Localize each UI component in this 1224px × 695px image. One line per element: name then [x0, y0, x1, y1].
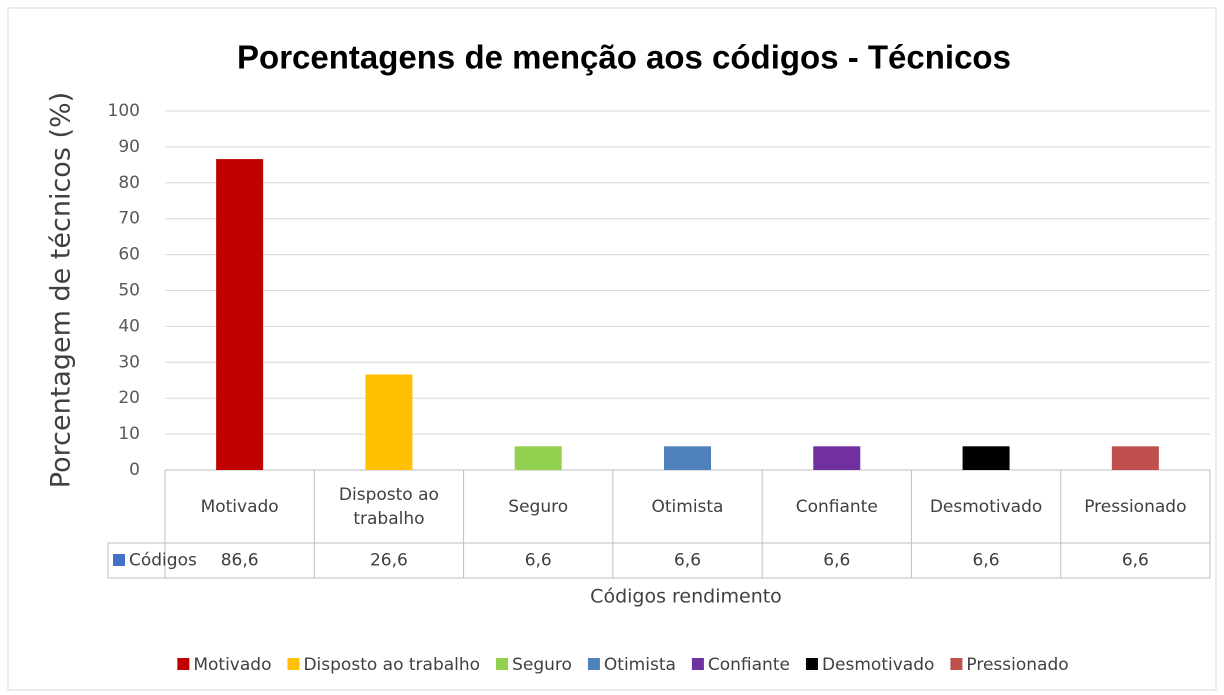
bar — [365, 374, 413, 470]
legend-label: Motivado — [193, 655, 271, 675]
bar — [216, 159, 264, 470]
chart-border — [7, 7, 1217, 691]
x-tick-label: Desmotivado — [929, 496, 1043, 517]
x-axis-title: Códigos rendimento — [590, 586, 782, 608]
table-value: 6,6 — [973, 551, 1000, 571]
y-tick-label: 0 — [129, 460, 140, 480]
legend-key — [287, 658, 300, 670]
legend-label: Seguro — [512, 655, 572, 675]
table-legend-key — [113, 554, 125, 566]
table-value: 86,6 — [221, 551, 259, 571]
legend-key — [950, 658, 963, 670]
x-tick-label: Seguro — [508, 496, 569, 517]
legend-label: Disposto ao trabalho — [303, 655, 480, 675]
y-axis-title: Porcentagem de técnicos (%) — [46, 92, 77, 488]
y-tick-label: 10 — [118, 424, 140, 444]
x-tick-label: Disposto ao trabalho — [338, 484, 439, 529]
table-series-name: Códigos — [129, 551, 197, 571]
legend-key — [177, 658, 190, 670]
legend-key — [587, 658, 600, 670]
legend-key — [691, 658, 704, 670]
y-tick-label: 90 — [118, 137, 140, 157]
table-value: 6,6 — [1122, 551, 1149, 571]
y-tick-label: 40 — [118, 316, 140, 336]
legend-label: Confiante — [708, 655, 790, 675]
legend-label: Pressionado — [966, 655, 1068, 675]
legend-key — [496, 658, 509, 670]
x-tick-label: Pressionado — [1084, 496, 1187, 517]
bar — [664, 446, 711, 470]
y-tick-label: 60 — [118, 245, 140, 265]
y-tick-label: 20 — [118, 388, 140, 408]
bar — [514, 446, 562, 470]
table-value: 6,6 — [525, 551, 552, 571]
table-value: 6,6 — [823, 551, 850, 571]
x-tick-label: Confiante — [795, 496, 878, 517]
x-tick-label: Otimista — [651, 496, 724, 517]
bar — [1111, 446, 1159, 470]
y-tick-label: 70 — [118, 209, 140, 229]
legend-key — [805, 658, 818, 670]
legend-label: Desmotivado — [822, 655, 934, 675]
legend-label: Otimista — [604, 655, 676, 675]
y-tick-label: 50 — [118, 281, 140, 301]
y-tick-label: 30 — [118, 352, 140, 372]
chart-title: Porcentagens de menção aos códigos - Téc… — [237, 39, 1011, 76]
bar — [962, 446, 1010, 470]
y-tick-label: 80 — [118, 173, 140, 193]
table-value: 26,6 — [370, 551, 408, 571]
bar — [813, 446, 861, 470]
table-value: 6,6 — [674, 551, 701, 571]
x-tick-label: Motivado — [200, 496, 279, 517]
y-tick-label: 100 — [108, 101, 140, 121]
